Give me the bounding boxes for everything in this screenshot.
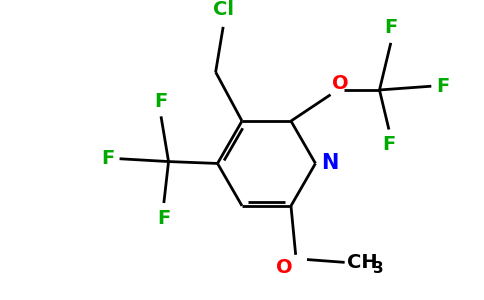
Text: F: F [382, 135, 395, 154]
Text: F: F [436, 77, 449, 96]
Text: O: O [276, 258, 293, 277]
Text: F: F [102, 149, 115, 168]
Text: CH: CH [347, 253, 377, 272]
Text: 3: 3 [373, 260, 383, 275]
Text: O: O [333, 74, 349, 93]
Text: F: F [384, 18, 397, 37]
Text: N: N [321, 154, 338, 173]
Text: Cl: Cl [212, 0, 234, 19]
Text: F: F [157, 209, 170, 228]
Text: F: F [154, 92, 167, 111]
